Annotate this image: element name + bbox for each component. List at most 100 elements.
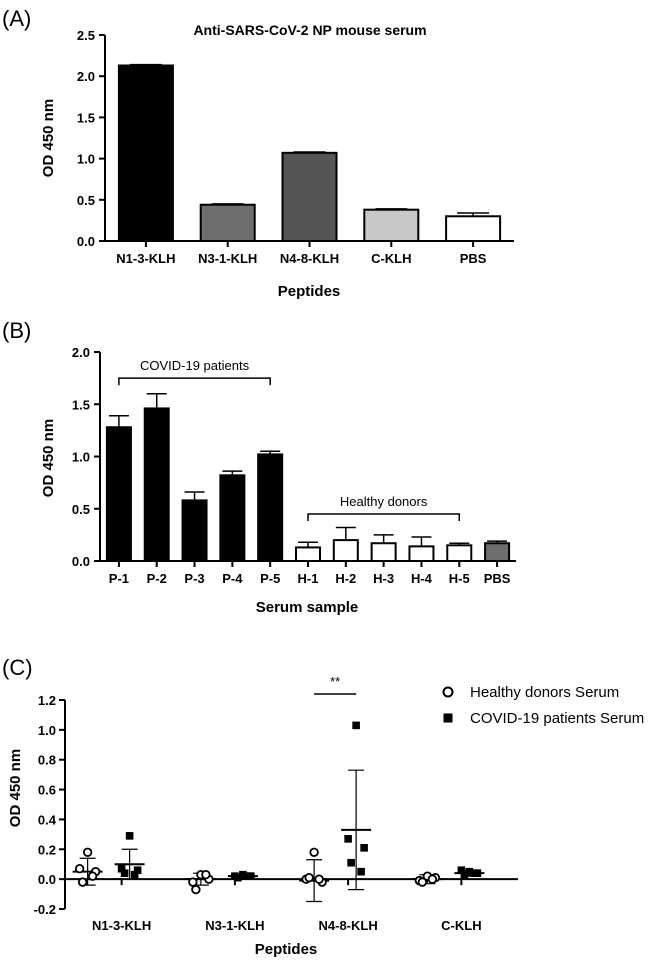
y-tick-label: 0.4	[38, 812, 57, 827]
data-point-healthy	[77, 877, 88, 887]
bar	[281, 151, 338, 242]
data-point-covid	[460, 870, 469, 879]
panel-label-c: (C)	[2, 655, 33, 680]
y-tick-label: 0.6	[38, 783, 56, 798]
x-axis-title: Serum sample	[256, 599, 359, 616]
data-point-healthy	[309, 847, 319, 857]
data-point-covid	[234, 873, 242, 882]
x-tick-label: H-3	[373, 571, 394, 586]
y-tick-label: 2.0	[77, 69, 95, 84]
y-tick-label: 2.5	[77, 28, 95, 43]
data-point-healthy	[82, 847, 93, 857]
y-tick-label: 0.5	[72, 502, 90, 517]
bar	[446, 544, 473, 563]
data-point-covid	[360, 843, 368, 852]
y-axis-title: OD 450 nm	[40, 99, 57, 177]
x-tick-label: C-KLH	[371, 251, 411, 266]
group-label: COVID-19 patients	[140, 358, 250, 373]
bar	[117, 64, 174, 242]
x-axis-title: Peptides	[255, 941, 318, 958]
x-tick-label: C-KLH	[441, 918, 481, 933]
y-tick-label: 1.0	[77, 152, 95, 167]
data-point-healthy	[314, 874, 324, 884]
bar-group: 0.0 0.5 1.0 1.5 2.0 2.5 N1-3-KLH N3-1-KLH N4-8-K…	[77, 28, 514, 266]
x-tick-label: PBS	[460, 251, 487, 266]
bar	[199, 203, 256, 243]
data-point-covid	[470, 869, 479, 877]
x-tick-label: N4-8-KLH	[280, 251, 339, 266]
y-tick-label: 1.0	[72, 450, 90, 465]
panel-c: (C) OD 450 nm Peptides -0.2 0.0 0.2 0.4 0.6 0…	[2, 655, 644, 958]
x-tick-label: PBS	[484, 571, 511, 586]
group-label: Healthy donors	[340, 494, 428, 509]
x-tick-label: H-4	[411, 571, 433, 586]
y-axis-title: OD 450 nm	[40, 419, 57, 497]
y-tick-label: 1.5	[72, 397, 90, 412]
data-point-healthy	[87, 871, 98, 881]
data-point-healthy	[191, 884, 201, 895]
data-point-covid	[117, 864, 126, 873]
bar	[370, 542, 397, 562]
y-tick-label: 0.2	[38, 842, 56, 857]
data-point-healthy	[74, 863, 85, 874]
x-tick-label: P-1	[109, 571, 129, 586]
scatter-group: -0.2 0.0 0.2 0.4 0.6 0.8 1.0 1.2 N1-3-KLH N3-1-KL…	[34, 674, 518, 933]
y-tick-label: 0.0	[72, 554, 90, 569]
bar	[257, 453, 284, 562]
data-point-covid	[125, 832, 134, 840]
data-point-covid	[352, 721, 360, 730]
bar	[363, 208, 420, 243]
y-tick-label: 0.5	[77, 193, 95, 208]
data-point-covid	[130, 870, 139, 879]
chart-title: Anti-SARS-CoV-2 NP mouse serum	[193, 22, 426, 38]
data-point-healthy	[417, 877, 428, 887]
group-bracket	[307, 513, 461, 521]
data-point-covid	[344, 835, 352, 843]
x-tick-label: P-5	[260, 571, 280, 586]
panel-a: (A) Anti-SARS-CoV-2 NP mouse serum OD 45…	[2, 6, 514, 300]
bar	[408, 545, 435, 562]
bar	[332, 539, 359, 562]
x-tick-label: N4-8-KLH	[319, 918, 378, 933]
bar	[445, 215, 502, 242]
x-tick-label: N1-3-KLH	[116, 251, 175, 266]
panel-label-b: (B)	[2, 318, 31, 343]
bar-group: 0.0 0.5 1.0 1.5 2.0 P-1 P-2 P-3 P-4 P-5 H-1 H-2 H-3 H…	[72, 345, 516, 586]
significance-label: **	[330, 674, 340, 689]
data-point-covid	[133, 866, 142, 874]
bar	[105, 426, 132, 562]
data-point-healthy	[427, 874, 438, 884]
y-tick-label: 0.0	[38, 872, 56, 887]
x-tick-label: H-5	[449, 571, 470, 586]
data-point-covid	[244, 872, 252, 880]
data-point-healthy	[201, 869, 211, 880]
bar	[219, 474, 246, 562]
panel-label-a: (A)	[2, 6, 31, 31]
bar	[484, 542, 511, 562]
data-point-healthy	[188, 877, 198, 887]
bar	[143, 407, 170, 562]
data-point-covid	[120, 869, 129, 877]
x-tick-label: N3-1-KLH	[205, 918, 264, 933]
y-tick-label: 1.0	[38, 723, 56, 738]
data-point-covid	[347, 858, 355, 867]
x-tick-label: P-3	[184, 571, 204, 586]
y-tick-label: 1.5	[77, 110, 95, 125]
x-tick-label: N3-1-KLH	[198, 251, 257, 266]
data-point-covid	[239, 870, 247, 879]
x-tick-label: P-4	[222, 571, 243, 586]
bar	[295, 546, 321, 562]
legend-filled-square-marker	[443, 713, 453, 723]
data-point-covid	[457, 866, 466, 874]
y-tick-label: 2.0	[72, 345, 90, 360]
y-axis-title: OD 450 nm	[7, 749, 24, 827]
x-tick-label: H-2	[335, 571, 356, 586]
data-point-covid	[465, 867, 474, 876]
panel-b: (B) OD 450 nm Serum sample 0.0 0.5 1.0 1.5 2…	[2, 318, 516, 616]
legend-open-circle-marker	[442, 686, 454, 698]
x-tick-label: P-2	[147, 571, 167, 586]
data-point-healthy	[304, 872, 314, 883]
x-tick-label: N1-3-KLH	[92, 918, 151, 933]
y-tick-label: 0.8	[38, 753, 56, 768]
